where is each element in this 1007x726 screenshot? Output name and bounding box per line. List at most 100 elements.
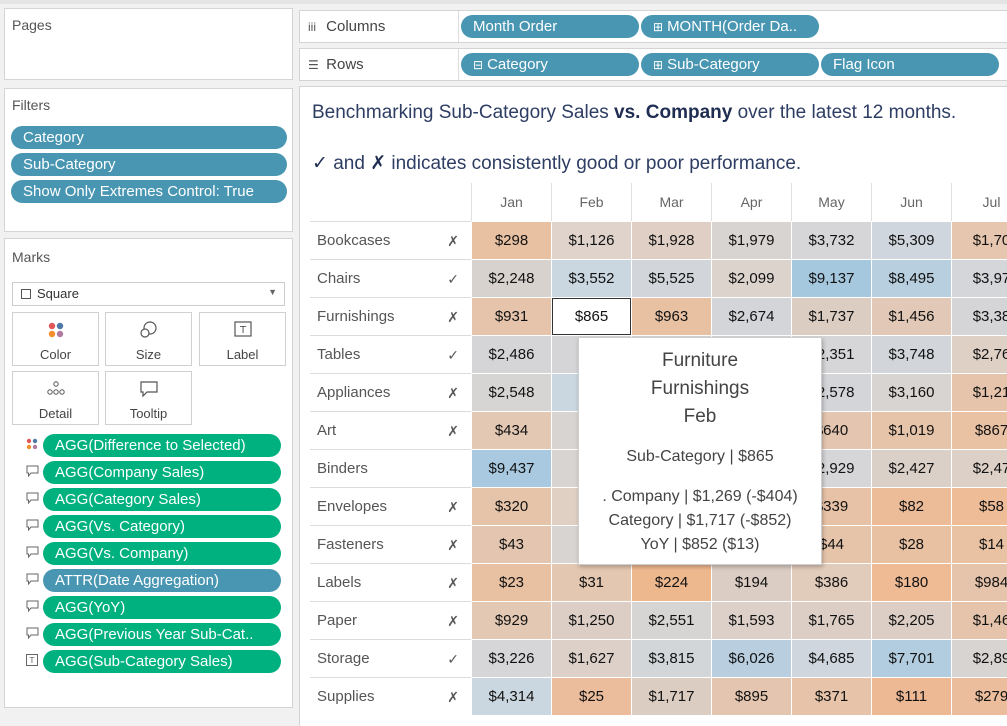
sales-cell[interactable]: $984 [952,564,1007,601]
filter-pill-show-extremes[interactable]: Show Only Extremes Control: True [11,180,287,203]
mark-type-dropdown[interactable]: Square ▼ [12,282,285,306]
sales-cell[interactable]: $2,47 [952,450,1007,487]
sales-cell[interactable]: $1,250 [552,602,631,639]
sales-cell[interactable]: $895 [712,678,791,715]
sales-cell[interactable]: $31 [552,564,631,601]
row-header-sub-category[interactable]: Binders [310,449,471,487]
sales-cell[interactable]: $2,548 [472,374,551,411]
color-button[interactable]: Color [12,312,99,366]
column-header-month[interactable]: Apr [711,183,791,221]
sales-cell[interactable]: $371 [792,678,871,715]
sales-cell[interactable]: $2,76 [952,336,1007,373]
sales-cell[interactable]: $25 [552,678,631,715]
row-header-sub-category[interactable]: Fasteners ✗ [310,525,471,563]
sales-cell[interactable]: $28 [872,526,951,563]
sales-cell[interactable]: $1,928 [632,222,711,259]
sales-cell[interactable]: $9,437 [472,450,551,487]
sales-cell[interactable]: $3,732 [792,222,871,259]
column-header-month[interactable]: Mar [631,183,711,221]
row-header-sub-category[interactable]: Appliances ✗ [310,373,471,411]
row-header-sub-category[interactable]: Furnishings ✗ [310,297,471,335]
sales-cell[interactable]: $298 [472,222,551,259]
sales-cell[interactable]: $3,552 [552,260,631,297]
sales-cell[interactable]: $4,314 [472,678,551,715]
sales-cell[interactable]: $180 [872,564,951,601]
rows-pill-flag-icon[interactable]: Flag Icon [821,53,999,76]
sales-cell[interactable]: $224 [632,564,711,601]
mark-field-pill[interactable]: AGG(Category Sales) [43,488,281,511]
row-header-sub-category[interactable]: Supplies ✗ [310,677,471,715]
sales-cell[interactable]: $1,70 [952,222,1007,259]
filter-pill-sub-category[interactable]: Sub-Category [11,153,287,176]
tooltip-button[interactable]: Tooltip [105,371,192,425]
sales-cell[interactable]: $2,205 [872,602,951,639]
column-header-month[interactable]: Feb [551,183,631,221]
sales-cell[interactable]: $2,486 [472,336,551,373]
sales-cell[interactable]: $1,21 [952,374,1007,411]
sales-cell[interactable]: $2,89 [952,640,1007,677]
sales-cell[interactable]: $386 [792,564,871,601]
sales-cell[interactable]: $3,226 [472,640,551,677]
sales-cell[interactable]: $1,717 [632,678,711,715]
mark-field-pill[interactable]: AGG(Vs. Category) [43,515,281,538]
mark-field-pill[interactable]: AGG(Previous Year Sub-Cat.. [43,623,281,646]
sales-cell[interactable]: $2,099 [712,260,791,297]
column-header-month[interactable]: Jun [871,183,951,221]
sales-cell[interactable]: $434 [472,412,551,449]
column-header-month[interactable]: May [791,183,871,221]
sales-cell[interactable]: $3,97 [952,260,1007,297]
sales-cell[interactable]: $1,456 [872,298,951,335]
sales-cell[interactable]: $5,309 [872,222,951,259]
mark-field-pill[interactable]: AGG(Difference to Selected) [43,434,281,457]
filter-pill-category[interactable]: Category [11,126,287,149]
size-button[interactable]: Size [105,312,192,366]
sales-cell[interactable]: $6,026 [712,640,791,677]
sales-cell[interactable]: $7,701 [872,640,951,677]
rows-pill-sub-category[interactable]: ⊞ Sub-Category [641,53,819,76]
columns-pill-month-order-date[interactable]: ⊞ MONTH(Order Da.. [641,15,819,38]
rows-pill-category[interactable]: ⊟ Category [461,53,639,76]
sales-cell[interactable]: $1,593 [712,602,791,639]
sales-cell[interactable]: $14 [952,526,1007,563]
sales-cell[interactable]: $3,160 [872,374,951,411]
sales-cell[interactable]: $2,551 [632,602,711,639]
sales-cell[interactable]: $194 [712,564,791,601]
sales-cell[interactable]: $931 [472,298,551,335]
column-header-month[interactable]: Jul [951,183,1007,221]
sales-cell[interactable]: $3,38 [952,298,1007,335]
sales-cell[interactable]: $1,126 [552,222,631,259]
row-header-sub-category[interactable]: Envelopes ✗ [310,487,471,525]
sales-cell[interactable]: $320 [472,488,551,525]
detail-button[interactable]: Detail [12,371,99,425]
row-header-sub-category[interactable]: Paper ✗ [310,601,471,639]
sales-cell[interactable]: $58 [952,488,1007,525]
sales-cell[interactable]: $1,737 [792,298,871,335]
sales-cell[interactable]: $929 [472,602,551,639]
row-header-sub-category[interactable]: Tables ✓ [310,335,471,373]
row-header-sub-category[interactable]: Chairs ✓ [310,259,471,297]
sales-cell[interactable]: $1,627 [552,640,631,677]
mark-field-pill[interactable]: AGG(Company Sales) [43,461,281,484]
sales-cell[interactable]: $865 [552,298,631,335]
sales-cell[interactable]: $9,137 [792,260,871,297]
sales-cell[interactable]: $23 [472,564,551,601]
columns-pill-month-order[interactable]: Month Order [461,15,639,38]
mark-field-pill[interactable]: AGG(Vs. Company) [43,542,281,565]
mark-field-pill[interactable]: AGG(Sub-Category Sales) [43,650,281,673]
sales-cell[interactable]: $1,765 [792,602,871,639]
sales-cell[interactable]: $963 [632,298,711,335]
sales-cell[interactable]: $3,815 [632,640,711,677]
sales-cell[interactable]: $8,495 [872,260,951,297]
sales-cell[interactable]: $279 [952,678,1007,715]
sales-cell[interactable]: $2,248 [472,260,551,297]
sales-cell[interactable]: $4,685 [792,640,871,677]
row-header-sub-category[interactable]: Storage ✓ [310,639,471,677]
row-header-sub-category[interactable]: Labels ✗ [310,563,471,601]
sales-cell[interactable]: $111 [872,678,951,715]
column-header-month[interactable]: Jan [471,183,551,221]
sales-cell[interactable]: $1,979 [712,222,791,259]
sales-cell[interactable]: $1,46 [952,602,1007,639]
mark-field-pill[interactable]: ATTR(Date Aggregation) [43,569,281,592]
sales-cell[interactable]: $1,019 [872,412,951,449]
mark-field-pill[interactable]: AGG(YoY) [43,596,281,619]
